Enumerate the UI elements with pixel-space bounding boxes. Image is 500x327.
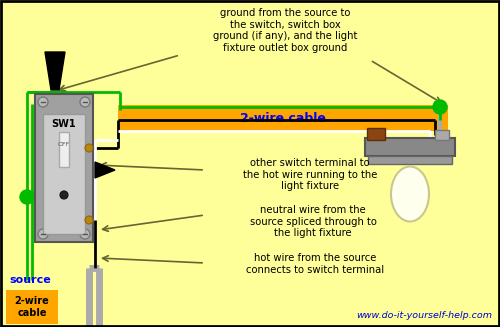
- Bar: [365, 138, 455, 156]
- Text: ground from the source to
the switch, switch box
ground (if any), and the light
: ground from the source to the switch, sw…: [213, 8, 357, 53]
- Text: source: source: [9, 275, 51, 285]
- Circle shape: [80, 229, 90, 239]
- Bar: [367, 128, 385, 140]
- Ellipse shape: [391, 166, 429, 221]
- Bar: [118, 105, 448, 131]
- Circle shape: [20, 190, 34, 204]
- Polygon shape: [45, 52, 65, 90]
- Bar: [368, 156, 452, 164]
- Text: hot wire from the source
connects to switch terminal: hot wire from the source connects to swi…: [246, 253, 384, 275]
- Circle shape: [433, 100, 447, 114]
- Bar: [435, 130, 449, 140]
- Polygon shape: [95, 162, 115, 178]
- Circle shape: [85, 216, 93, 224]
- Circle shape: [38, 97, 48, 107]
- Text: other switch terminal to
the hot wire running to the
light fixture: other switch terminal to the hot wire ru…: [243, 158, 377, 191]
- Text: OFF: OFF: [58, 142, 70, 146]
- Bar: [59, 132, 69, 167]
- Text: 2-wire cable: 2-wire cable: [240, 112, 326, 125]
- Text: 2-wire
cable: 2-wire cable: [14, 296, 50, 318]
- Text: www.do-it-yourself-help.com: www.do-it-yourself-help.com: [356, 311, 492, 320]
- Circle shape: [80, 97, 90, 107]
- Circle shape: [60, 191, 68, 199]
- Circle shape: [38, 229, 48, 239]
- Circle shape: [85, 144, 93, 152]
- Bar: [43, 114, 85, 234]
- Bar: [6, 290, 58, 324]
- Bar: [35, 94, 93, 242]
- Text: neutral wire from the
source spliced through to
the light fixture: neutral wire from the source spliced thr…: [250, 205, 376, 238]
- Text: SW1: SW1: [52, 119, 76, 129]
